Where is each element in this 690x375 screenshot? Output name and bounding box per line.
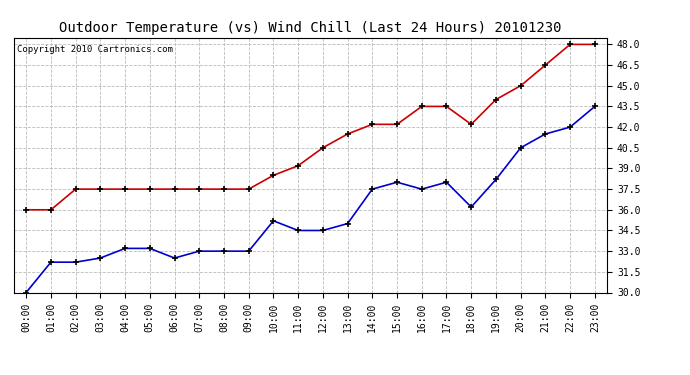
Title: Outdoor Temperature (vs) Wind Chill (Last 24 Hours) 20101230: Outdoor Temperature (vs) Wind Chill (Las… <box>59 21 562 35</box>
Text: Copyright 2010 Cartronics.com: Copyright 2010 Cartronics.com <box>17 45 172 54</box>
